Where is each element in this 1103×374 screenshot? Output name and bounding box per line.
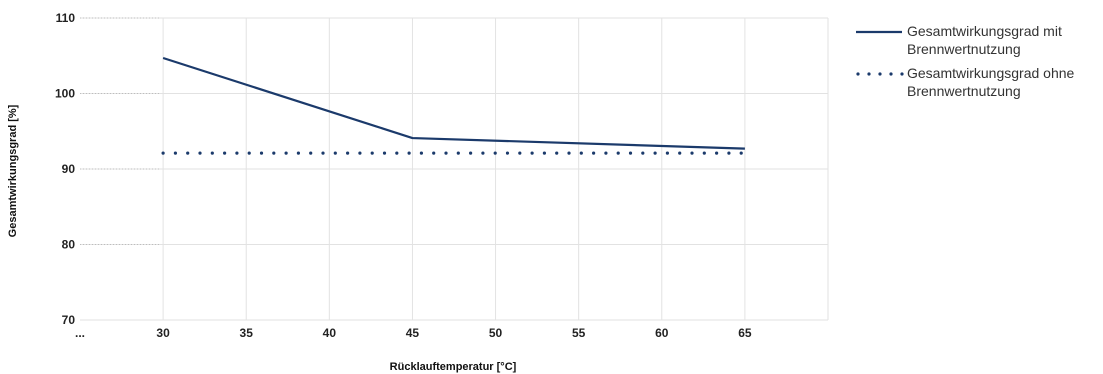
series-lines	[161, 56, 747, 155]
legend: Gesamtwirkungsgrad mit Brennwertnutzung Ge…	[856, 23, 1075, 99]
y-tick-label: 80	[62, 238, 76, 252]
x-tick-label: 50	[489, 326, 503, 340]
y-tick-label: 110	[56, 11, 76, 25]
series-line-mit-brennwertnutzung	[162, 56, 745, 150]
x-tick-label: 30	[156, 326, 170, 340]
x-tick-label: 45	[406, 326, 420, 340]
x-tick-label: 60	[655, 326, 669, 340]
y-tick-label: 90	[62, 162, 76, 176]
x-tick-label: 55	[572, 326, 586, 340]
legend-label: Gesamtwirkungsgrad ohne	[907, 65, 1075, 81]
legend-label: Brennwertnutzung	[907, 83, 1021, 99]
x-tick-label: 40	[323, 326, 337, 340]
y-tick-labels: 70 80 90 100 110	[55, 11, 75, 327]
x-tick-labels: ... 30 35 40 45 50 55 60 65	[75, 326, 752, 340]
y-tick-label: 70	[62, 313, 76, 327]
y-axis-title: Gesamtwirkungsgrad [%]	[7, 104, 19, 237]
grid	[80, 17, 829, 321]
x-axis-title: Rücklauftemperatur [°C]	[390, 361, 517, 373]
y-tick-label: 100	[55, 87, 75, 101]
legend-label: Brennwertnutzung	[907, 41, 1021, 57]
legend-label: Gesamtwirkungsgrad mit	[907, 23, 1062, 39]
x-tick-label: ...	[75, 326, 85, 340]
x-tick-label: 65	[738, 326, 752, 340]
x-tick-label: 35	[240, 326, 254, 340]
